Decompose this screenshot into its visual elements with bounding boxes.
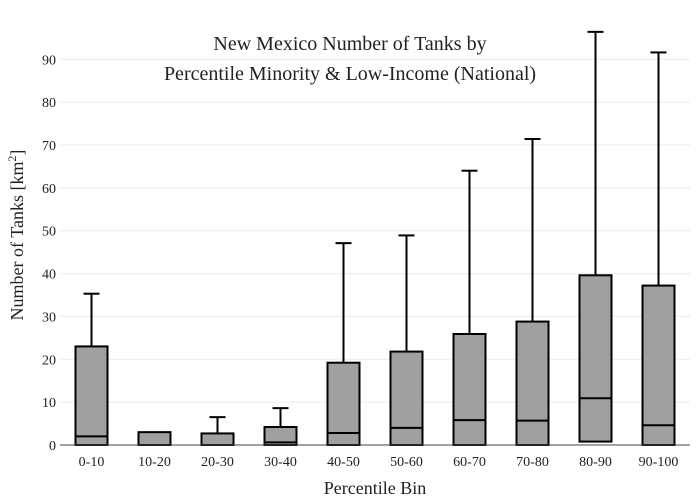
x-tick-label: 20-30 [201, 455, 234, 470]
box-90-100 [641, 51, 676, 447]
box-20-30 [200, 416, 235, 446]
gridlines [60, 58, 690, 403]
x-tick-label: 40-50 [327, 455, 360, 470]
box-60-70 [452, 169, 487, 446]
box-50-60 [389, 234, 424, 447]
iqr-box [389, 350, 424, 447]
iqr-box [515, 320, 550, 447]
x-tick-label: 90-100 [639, 455, 679, 470]
y-axis-title-superscript: 2 [5, 156, 19, 162]
y-tick-label: 60 [42, 182, 56, 197]
x-tick-label: 10-20 [138, 455, 171, 470]
x-tick-label: 80-90 [579, 455, 612, 470]
box-series [74, 30, 676, 447]
box-70-80 [515, 138, 550, 447]
box-30-40 [263, 407, 298, 446]
iqr-box [137, 431, 172, 446]
x-tick-label: 50-60 [390, 455, 423, 470]
x-tick-label: 0-10 [79, 455, 105, 470]
box-40-50 [326, 242, 361, 447]
box-0-10 [74, 292, 109, 446]
x-tick-label: 70-80 [516, 455, 549, 470]
iqr-box [200, 432, 235, 446]
iqr-box [641, 284, 676, 447]
iqr-box [326, 361, 361, 447]
y-tick-label: 70 [42, 139, 56, 154]
y-axis-title: Number of Tanks [km2] [5, 150, 27, 321]
iqr-box [74, 345, 109, 446]
y-axis-title-end: ] [7, 150, 27, 156]
x-tick-label: 60-70 [453, 455, 486, 470]
y-tick-label: 80 [42, 96, 56, 111]
y-tick-label: 30 [42, 310, 56, 325]
iqr-box [452, 333, 487, 446]
x-axis-title: Percentile Bin [324, 478, 426, 498]
y-tick-label: 40 [42, 268, 56, 283]
y-tick-labels: 0 10 20 30 40 50 60 70 80 90 [42, 53, 56, 454]
chart-title-line-1: New Mexico Number of Tanks by [213, 33, 486, 55]
x-tick-label: 30-40 [264, 455, 297, 470]
y-axis-title-main: Number of Tanks [km [7, 162, 27, 321]
y-tick-label: 90 [42, 53, 56, 68]
chart-title-line-2: Percentile Minority & Low-Income (Nation… [164, 63, 536, 85]
x-tick-labels: 0-10 10-20 20-30 30-40 40-50 50-60 60-70 70-80 8… [79, 455, 679, 470]
y-tick-label: 10 [42, 396, 56, 411]
y-tick-label: 50 [42, 225, 56, 240]
y-tick-label: 0 [49, 439, 56, 454]
box-80-90 [578, 30, 613, 443]
y-tick-label: 20 [42, 353, 56, 368]
iqr-box [578, 274, 613, 443]
box-10-20 [137, 431, 172, 446]
